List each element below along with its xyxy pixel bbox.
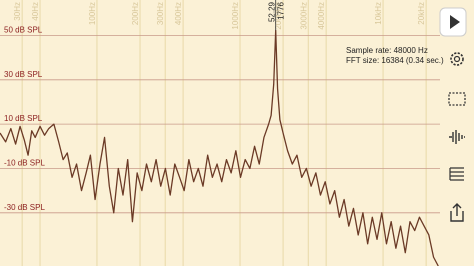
peak-level: 52.29 — [268, 1, 277, 22]
plot: 30Hz 40Hz 100Hz 200Hz 300Hz 400Hz 1000Hz 2000Hz… — [0, 0, 440, 266]
play-icon — [450, 15, 460, 29]
x-tick-label: 1000Hz — [231, 2, 240, 30]
y-tick-label: 10 dB SPL — [4, 114, 43, 123]
y-tick-label: 50 dB SPL — [4, 25, 43, 34]
settings-icon — [453, 55, 461, 63]
sidebar — [439, 7, 467, 222]
x-tick-label: 400Hz — [174, 2, 183, 25]
list-button[interactable] — [449, 167, 464, 181]
waveform-button[interactable] — [449, 130, 465, 144]
share-button[interactable] — [450, 203, 464, 222]
x-tick-label: 100Hz — [88, 2, 97, 25]
peak-frequency: 1776 — [277, 1, 286, 19]
x-tick-label: 300Hz — [156, 2, 165, 25]
x-tick-label: 200Hz — [131, 2, 140, 25]
y-tick-label: -10 dB SPL — [4, 158, 45, 167]
x-tick-label: 10kHz — [374, 2, 383, 25]
spectrum-line — [0, 29, 439, 266]
zoom-button[interactable] — [448, 92, 466, 106]
fft-size: FFT size: 16384 (0.34 sec.) — [346, 56, 444, 65]
y-tick-label: -30 dB SPL — [4, 203, 45, 212]
settings-button[interactable] — [450, 52, 464, 66]
sample-rate: Sample rate: 48000 Hz — [346, 46, 428, 55]
x-tick-label: 4000Hz — [317, 2, 326, 30]
x-tick-label: 3000Hz — [299, 2, 308, 30]
x-tick-label: 2000Hz — [274, 2, 283, 30]
x-tick-label: 20kHz — [417, 2, 426, 25]
x-tick-label: 30Hz — [13, 2, 22, 21]
y-tick-label: 30 dB SPL — [4, 70, 43, 79]
x-tick-label: 40Hz — [31, 2, 40, 21]
